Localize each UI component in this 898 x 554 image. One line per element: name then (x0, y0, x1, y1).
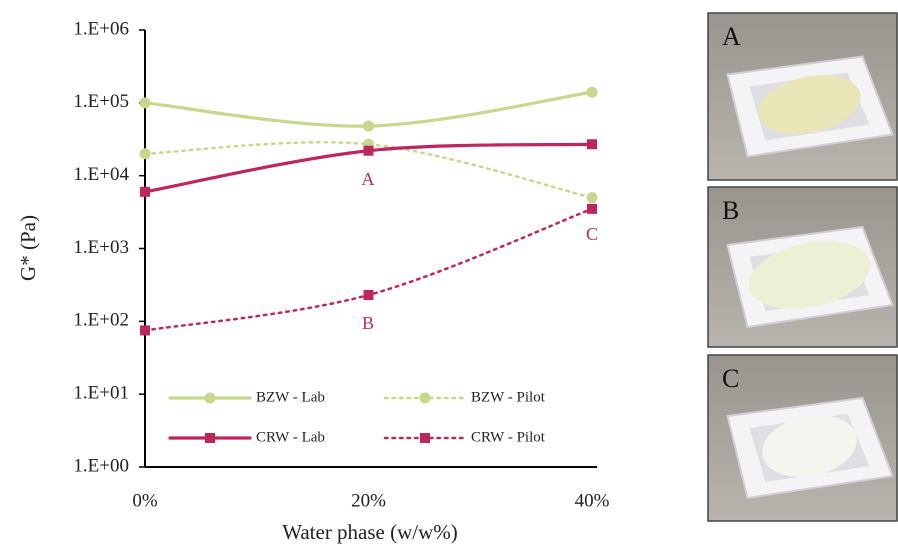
marker (140, 97, 151, 108)
marker (587, 87, 598, 98)
marker (587, 139, 597, 149)
marker (587, 192, 598, 203)
y-tick-label: 1.E+03 (73, 237, 129, 258)
legend-label: BZW - Pilot (471, 389, 546, 405)
marker (140, 325, 150, 335)
panel-label: A (722, 22, 741, 51)
x-tick-label: 0% (132, 490, 158, 511)
marker (364, 290, 374, 300)
y-tick-label: 1.E+01 (73, 383, 129, 404)
annotation: A (362, 169, 375, 189)
legend-label: BZW - Lab (256, 389, 325, 405)
legend-marker (420, 433, 430, 443)
marker (140, 187, 150, 197)
x-axis-title: Water phase (w/w%) (282, 520, 458, 544)
y-tick-label: 1.E+06 (73, 18, 129, 39)
marker (364, 146, 374, 156)
marker (587, 204, 597, 214)
y-tick-label: 1.E+02 (73, 310, 129, 331)
marker (363, 121, 374, 132)
annotation: C (586, 224, 598, 244)
x-tick-label: 40% (575, 490, 610, 511)
marker (140, 148, 151, 159)
legend-marker (205, 393, 216, 404)
figure: G* (Pa) Water phase (w/w%) 1.E+00 1.E+01 1… (0, 0, 898, 549)
y-tick-label: 1.E+05 (73, 91, 129, 112)
legend-marker (420, 393, 431, 404)
legend-label: CRW - Lab (256, 429, 325, 445)
y-tick-label: 1.E+04 (73, 164, 129, 185)
panel-label: B (722, 196, 739, 225)
legend-label: CRW - Pilot (471, 429, 546, 445)
annotation: B (362, 313, 374, 333)
panel-label: C (722, 364, 739, 393)
legend-marker (205, 433, 215, 443)
y-axis-title: G* (Pa) (16, 215, 40, 281)
y-tick-label: 1.E+00 (73, 455, 129, 476)
x-tick-label: 20% (351, 490, 386, 511)
